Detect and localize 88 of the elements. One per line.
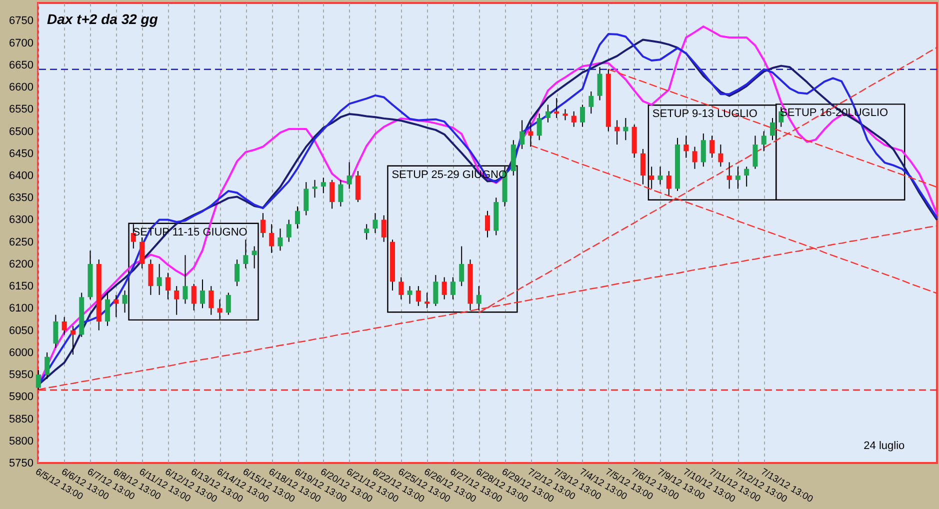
candlestick <box>191 283 196 311</box>
candlestick <box>752 135 758 170</box>
candlestick <box>580 104 585 128</box>
candlestick <box>346 162 352 190</box>
candlestick <box>140 236 145 269</box>
candlestick <box>62 316 67 336</box>
candlestick <box>148 259 154 296</box>
y-tick-label: 6000 <box>9 346 34 359</box>
candlestick <box>286 219 292 242</box>
candlestick <box>623 118 628 141</box>
y-tick-label: 6700 <box>9 37 34 50</box>
candlestick <box>718 144 724 168</box>
candlestick <box>320 177 326 194</box>
y-tick-label: 6350 <box>9 192 34 204</box>
annotation: 24 luglio <box>864 440 905 452</box>
candlestick <box>700 132 706 168</box>
y-tick-label: 5750 <box>9 458 34 470</box>
y-tick-label: 6050 <box>9 324 34 337</box>
candlestick <box>182 254 188 304</box>
candlestick <box>226 292 231 316</box>
candlestick <box>744 166 750 188</box>
y-tick-label: 6550 <box>9 104 34 116</box>
candlestick <box>105 292 110 326</box>
y-tick-label: 6150 <box>9 280 34 293</box>
candlestick <box>545 104 550 123</box>
candlestick <box>165 272 170 300</box>
candlestick <box>114 294 119 318</box>
candlestick <box>53 314 58 348</box>
y-tick-label: 6300 <box>9 214 34 226</box>
y-tick-label: 6650 <box>9 59 34 72</box>
candlestick <box>398 276 404 300</box>
candlestick <box>243 239 248 269</box>
candlestick <box>312 179 318 198</box>
candlestick <box>278 228 283 252</box>
candlestick <box>295 206 300 230</box>
candlestick <box>684 135 689 158</box>
y-tick-label: 6600 <box>9 82 34 94</box>
candlestick <box>364 224 370 240</box>
candlestick <box>372 212 378 234</box>
candlestick <box>70 325 76 356</box>
candlestick <box>416 286 421 306</box>
candlestick <box>640 148 646 185</box>
candlestick <box>330 179 335 210</box>
candlestick <box>44 352 50 380</box>
candlestick <box>554 98 560 118</box>
candlestick <box>710 135 715 158</box>
candlestick <box>269 224 274 254</box>
candlestick <box>338 179 344 207</box>
y-tick-label: 5900 <box>9 391 34 404</box>
candlestick <box>174 286 180 316</box>
candlestick <box>407 286 412 304</box>
candlestick <box>692 146 698 170</box>
candlestick <box>735 166 740 190</box>
candlestick <box>459 246 464 287</box>
candlestick <box>726 162 732 190</box>
y-tick-label: 5850 <box>9 413 34 426</box>
y-tick-label: 5950 <box>9 369 34 382</box>
candlestick <box>536 113 542 141</box>
candlestick <box>304 182 309 216</box>
candlestick <box>597 66 602 101</box>
candlestick <box>442 276 447 300</box>
candlestick <box>562 108 568 121</box>
y-tick-label: 6450 <box>9 148 34 160</box>
candlestick <box>588 90 594 114</box>
candlestick <box>234 259 240 287</box>
y-tick-label: 6100 <box>9 302 34 315</box>
y-tick-label: 6250 <box>9 236 34 248</box>
candlestick <box>36 370 41 391</box>
candlestick <box>614 120 620 146</box>
candlestick <box>208 286 214 316</box>
candlestick <box>450 276 456 300</box>
candlestick <box>761 130 766 152</box>
y-tick-label: 5800 <box>9 435 34 448</box>
candlestick <box>528 122 534 148</box>
y-tick-label: 6500 <box>9 126 34 138</box>
candlestick <box>433 274 438 306</box>
candlestick <box>658 166 663 185</box>
text: Dax t+2 da 32 gg <box>47 11 158 27</box>
y-tick-label: 6200 <box>9 258 34 270</box>
y-tick-label: 6400 <box>9 170 34 182</box>
candlestick <box>156 263 162 296</box>
candlestick <box>424 292 430 309</box>
candlestick <box>485 210 490 238</box>
candlestick <box>520 120 525 150</box>
y-tick-label: 6750 <box>9 15 34 28</box>
candlestick <box>200 278 206 309</box>
candlestick <box>571 110 576 128</box>
candlestick <box>666 170 672 196</box>
